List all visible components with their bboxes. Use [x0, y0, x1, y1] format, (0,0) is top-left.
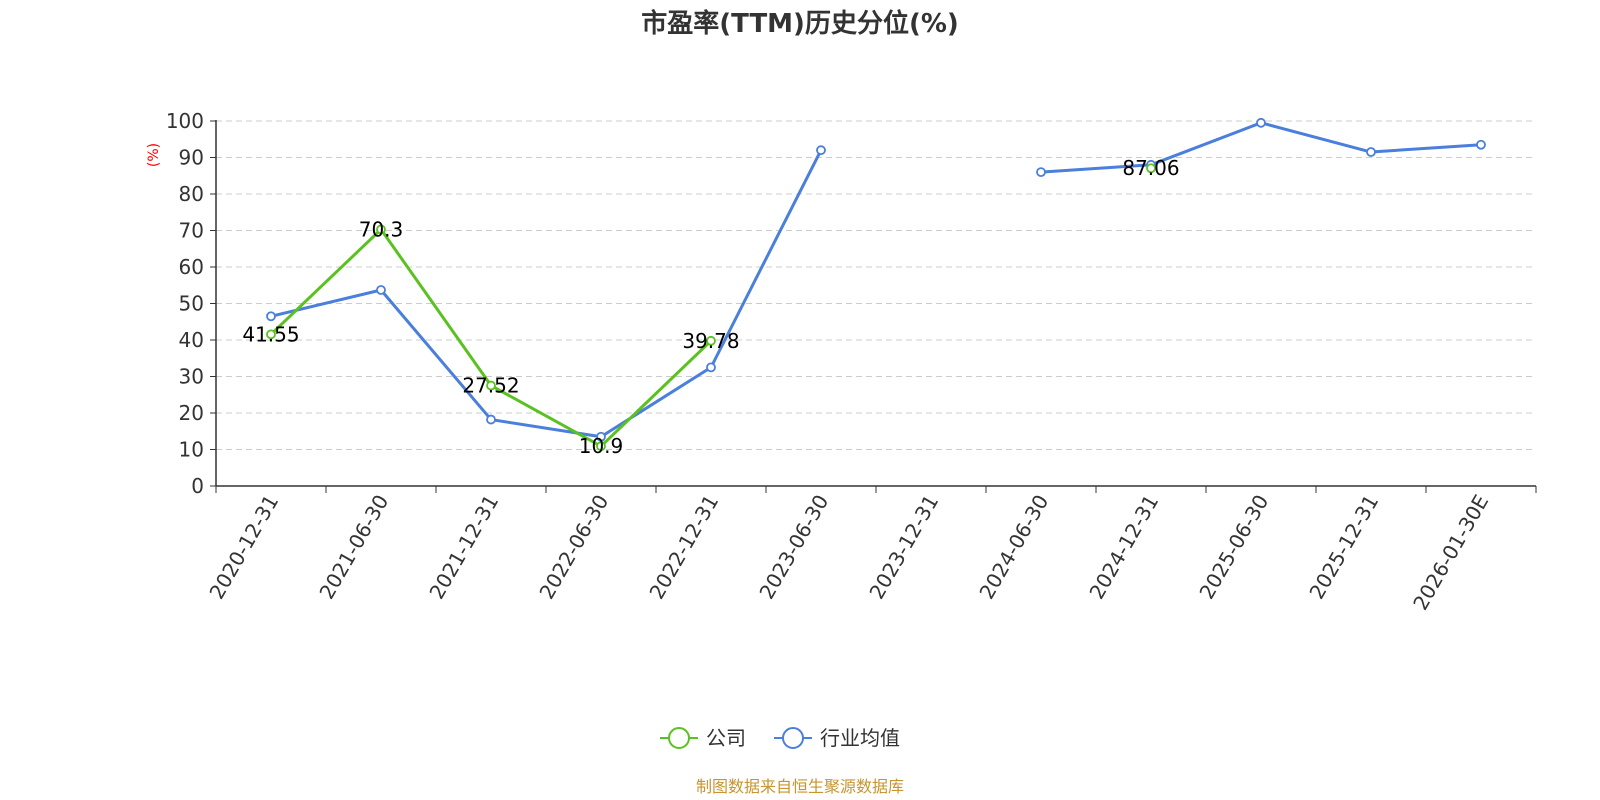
- legend[interactable]: 公司 行业均值: [660, 726, 900, 750]
- y-tick-label: 70: [179, 219, 204, 243]
- data-point[interactable]: [706, 335, 716, 346]
- legend-marker-icon: [782, 727, 804, 749]
- x-tick-label: 2022-06-30: [534, 491, 613, 604]
- data-point[interactable]: [596, 441, 606, 452]
- y-tick-label: 40: [179, 328, 204, 352]
- y-tick-label: 30: [179, 365, 204, 389]
- x-tick-label: 2024-12-31: [1084, 491, 1163, 604]
- x-axis-ticks: 2020-12-31 2021-06-30 2021-12-31 2022-06-30…: [204, 486, 1537, 615]
- y-tick-label: 100: [166, 109, 204, 133]
- x-tick-label: 2025-06-30: [1194, 491, 1273, 604]
- data-point[interactable]: [1476, 139, 1486, 150]
- data-point[interactable]: [816, 145, 826, 156]
- data-label: 70.3: [359, 217, 404, 241]
- legend-label: 公司: [706, 726, 746, 750]
- x-tick-label: 2025-12-31: [1304, 491, 1383, 604]
- series-line: [270, 149, 823, 439]
- y-tick-label: 10: [179, 438, 204, 462]
- data-point[interactable]: [1036, 167, 1046, 178]
- x-tick-label: 2024-06-30: [974, 491, 1053, 604]
- series-行业均值: [266, 117, 1486, 442]
- y-axis-ticks: 0 10 20 30 40 50 60 70 80 90 100: [166, 109, 216, 498]
- data-label: 27.52: [462, 374, 519, 398]
- data-point[interactable]: [486, 414, 496, 425]
- y-tick-label: 60: [179, 255, 204, 279]
- legend-item-行业均值[interactable]: 行业均值: [774, 726, 900, 750]
- data-point[interactable]: [596, 431, 606, 442]
- series-line: [1040, 121, 1482, 174]
- data-point[interactable]: [376, 285, 386, 295]
- data-point[interactable]: [1256, 117, 1266, 128]
- y-tick-label: 0: [191, 474, 204, 498]
- data-labels: 41.55 70.3 27.52 10.9 39.78 87.06: [242, 156, 1179, 458]
- data-label: 39.78: [682, 329, 739, 353]
- series-layer: [266, 117, 1486, 452]
- x-tick-label: 2023-12-31: [864, 491, 943, 604]
- x-tick-label: 2020-12-31: [204, 491, 283, 604]
- y-tick-label: 80: [179, 182, 204, 206]
- chart-title: 市盈率(TTM)历史分位(%): [641, 8, 959, 39]
- data-point[interactable]: [486, 380, 496, 391]
- source-note: 制图数据来自恒生聚源数据库: [696, 777, 904, 796]
- series-line: [269, 227, 713, 448]
- legend-item-公司[interactable]: 公司: [660, 726, 746, 750]
- data-label: 87.06: [1122, 156, 1179, 180]
- y-tick-label: 20: [179, 401, 204, 425]
- data-point[interactable]: [706, 362, 716, 373]
- series-公司: [266, 163, 1156, 452]
- x-tick-label: 2023-06-30: [754, 491, 833, 604]
- legend-label: 行业均值: [820, 726, 900, 750]
- x-tick-label: 2021-12-31: [424, 491, 503, 604]
- y-tick-label: 90: [179, 146, 204, 170]
- data-label: 41.55: [242, 322, 299, 346]
- data-point[interactable]: [376, 224, 386, 235]
- y-axis-unit: (%): [146, 143, 162, 167]
- data-point[interactable]: [1146, 163, 1156, 174]
- x-tick-label: 2021-06-30: [314, 491, 393, 604]
- y-tick-label: 50: [179, 292, 204, 316]
- data-point[interactable]: [266, 329, 276, 340]
- data-label: 10.9: [579, 434, 624, 458]
- data-point[interactable]: [1366, 147, 1376, 157]
- x-tick-label: 2026-01-30E: [1408, 491, 1493, 615]
- x-tick-label: 2022-12-31: [644, 491, 723, 604]
- data-point[interactable]: [266, 311, 276, 322]
- legend-marker-icon: [668, 727, 690, 749]
- grid-lines: [216, 120, 1536, 450]
